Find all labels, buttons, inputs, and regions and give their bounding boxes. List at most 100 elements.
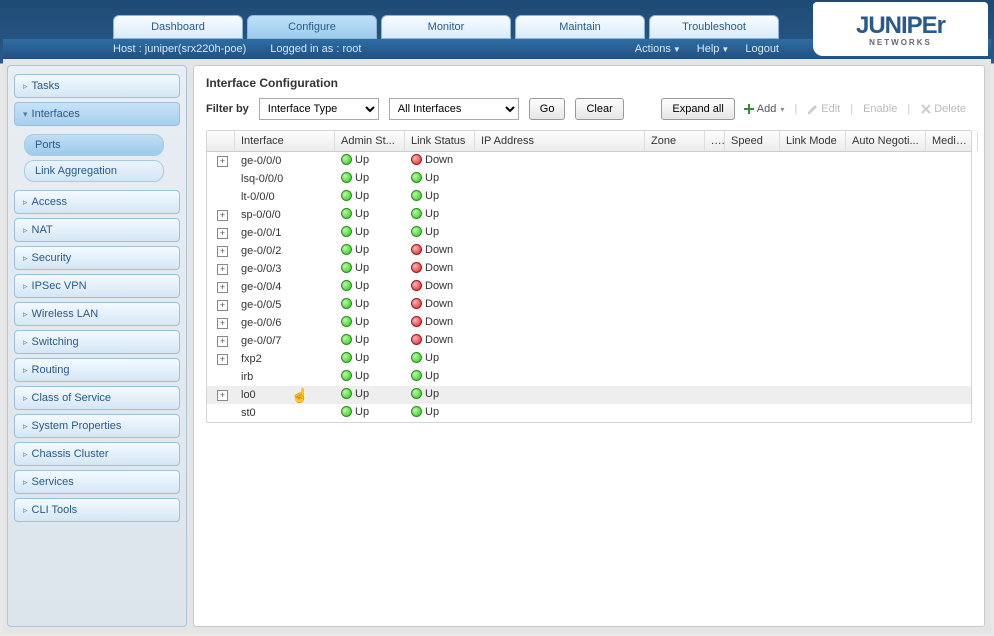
- expand-icon[interactable]: +: [217, 318, 228, 329]
- table-row[interactable]: +ge-0/0/1UpUp: [207, 224, 971, 242]
- tab-maintain[interactable]: Maintain: [515, 15, 645, 39]
- status-up-icon: [341, 262, 352, 273]
- sidebar-item-system-properties[interactable]: ▹System Properties: [14, 414, 180, 438]
- column-header[interactable]: IP Address: [475, 131, 645, 151]
- logout-link[interactable]: Logout: [745, 43, 779, 55]
- chevron-right-icon: ▹: [23, 505, 28, 516]
- expand-icon[interactable]: +: [217, 300, 228, 311]
- expand-icon[interactable]: +: [217, 246, 228, 257]
- clear-button[interactable]: Clear: [575, 98, 623, 120]
- cell-link-status: Up: [405, 387, 475, 404]
- table-row[interactable]: +ge-0/0/0UpDown: [207, 152, 971, 170]
- expand-icon[interactable]: +: [217, 336, 228, 347]
- table-row[interactable]: lsq-0/0/0UpUp: [207, 170, 971, 188]
- pointer-cursor-icon: ☝: [291, 387, 308, 404]
- column-header[interactable]: Media ...: [926, 131, 978, 151]
- sidebar-item-wireless-lan[interactable]: ▹Wireless LAN: [14, 302, 180, 326]
- table-row[interactable]: +sp-0/0/0UpUp: [207, 206, 971, 224]
- edit-button[interactable]: Edit: [801, 101, 846, 117]
- cell-interface: ge-0/0/1: [235, 226, 335, 240]
- status-up-icon: [411, 406, 422, 417]
- column-header[interactable]: Zone: [645, 131, 705, 151]
- sidebar-item-nat[interactable]: ▹NAT: [14, 218, 180, 242]
- sidebar-item-services[interactable]: ▹Services: [14, 470, 180, 494]
- sidebar-item-switching[interactable]: ▹Switching: [14, 330, 180, 354]
- sidebar-item-interfaces[interactable]: ▾Interfaces: [14, 102, 180, 126]
- login-info: Logged in as : root: [270, 43, 361, 55]
- sidebar-item-tasks[interactable]: ▹Tasks: [14, 74, 180, 98]
- grid-body: +ge-0/0/0UpDownlsq-0/0/0UpUplt-0/0/0UpUp…: [207, 152, 971, 422]
- sidebar-subitem-ports[interactable]: Ports: [24, 134, 164, 156]
- add-icon: [743, 103, 755, 115]
- cell-link-status: Up: [405, 171, 475, 188]
- status-down-icon: [411, 262, 422, 273]
- expand-icon[interactable]: +: [217, 390, 228, 401]
- column-header[interactable]: Speed: [725, 131, 780, 151]
- sidebar-item-class-of-service[interactable]: ▹Class of Service: [14, 386, 180, 410]
- chevron-right-icon: ▹: [23, 337, 28, 348]
- expand-icon[interactable]: +: [217, 228, 228, 239]
- cell-interface: ge-0/0/3: [235, 262, 335, 276]
- status-up-icon: [411, 208, 422, 219]
- column-header[interactable]: ...: [705, 131, 725, 151]
- column-header[interactable]: Link Mode: [780, 131, 846, 151]
- table-row[interactable]: irbUpUp: [207, 368, 971, 386]
- column-header[interactable]: Admin St...: [335, 131, 405, 151]
- cell-admin-status: Up: [335, 153, 405, 170]
- status-up-icon: [341, 298, 352, 309]
- tab-troubleshoot[interactable]: Troubleshoot: [649, 15, 779, 39]
- expand-icon[interactable]: +: [217, 156, 228, 167]
- sidebar-item-chassis-cluster[interactable]: ▹Chassis Cluster: [14, 442, 180, 466]
- sidebar: ▹Tasks ▾Interfaces Ports Link Aggregation ▹A…: [7, 65, 187, 627]
- chevron-right-icon: ▹: [23, 365, 28, 376]
- sidebar-item-security[interactable]: ▹Security: [14, 246, 180, 270]
- sidebar-subitem-link-aggregation[interactable]: Link Aggregation: [24, 160, 164, 182]
- cell-interface: ge-0/0/4: [235, 280, 335, 294]
- expand-icon[interactable]: +: [217, 264, 228, 275]
- column-header[interactable]: Interface: [235, 131, 335, 151]
- help-menu[interactable]: Help▼: [697, 43, 730, 55]
- delete-button[interactable]: Delete: [914, 101, 972, 117]
- status-up-icon: [341, 352, 352, 363]
- actions-menu[interactable]: Actions▼: [635, 43, 681, 55]
- column-header[interactable]: [207, 131, 235, 151]
- status-up-icon: [341, 244, 352, 255]
- tab-monitor[interactable]: Monitor: [381, 15, 511, 39]
- tab-configure[interactable]: Configure: [247, 15, 377, 39]
- sidebar-item-cli-tools[interactable]: ▹CLI Tools: [14, 498, 180, 522]
- table-row[interactable]: +fxp2UpUp: [207, 350, 971, 368]
- sidebar-item-label: IPSec VPN: [32, 280, 87, 292]
- enable-button[interactable]: Enable: [857, 101, 903, 117]
- status-up-icon: [341, 226, 352, 237]
- table-row[interactable]: st0UpUp: [207, 404, 971, 422]
- sidebar-item-routing[interactable]: ▹Routing: [14, 358, 180, 382]
- filter-type-select[interactable]: Interface Type: [259, 98, 379, 120]
- add-button[interactable]: Add ▾: [737, 101, 791, 117]
- tab-dashboard[interactable]: Dashboard: [113, 15, 243, 39]
- column-header[interactable]: Auto Negoti...: [846, 131, 926, 151]
- column-header[interactable]: Link Status: [405, 131, 475, 151]
- cell-interface: lsq-0/0/0: [235, 172, 335, 186]
- table-row[interactable]: +ge-0/0/2UpDown: [207, 242, 971, 260]
- expand-icon[interactable]: +: [217, 210, 228, 221]
- sidebar-item-access[interactable]: ▹Access: [14, 190, 180, 214]
- table-row[interactable]: +ge-0/0/5UpDown: [207, 296, 971, 314]
- cell-admin-status: Up: [335, 279, 405, 296]
- table-row[interactable]: lt-0/0/0UpUp: [207, 188, 971, 206]
- expand-icon[interactable]: +: [217, 354, 228, 365]
- table-row[interactable]: +lo0☝UpUp: [207, 386, 971, 404]
- expand-all-button[interactable]: Expand all: [661, 98, 734, 120]
- cell-link-status: Down: [405, 297, 475, 314]
- expand-icon[interactable]: +: [217, 282, 228, 293]
- status-down-icon: [411, 298, 422, 309]
- filter-scope-select[interactable]: All Interfaces: [389, 98, 519, 120]
- cell-admin-status: Up: [335, 387, 405, 404]
- go-button[interactable]: Go: [529, 98, 566, 120]
- table-row[interactable]: +ge-0/0/4UpDown: [207, 278, 971, 296]
- table-row[interactable]: +ge-0/0/3UpDown: [207, 260, 971, 278]
- status-up-icon: [341, 388, 352, 399]
- table-row[interactable]: +ge-0/0/6UpDown: [207, 314, 971, 332]
- main-content: Interface Configuration Filter by Interf…: [193, 65, 985, 627]
- table-row[interactable]: +ge-0/0/7UpDown: [207, 332, 971, 350]
- sidebar-item-ipsec-vpn[interactable]: ▹IPSec VPN: [14, 274, 180, 298]
